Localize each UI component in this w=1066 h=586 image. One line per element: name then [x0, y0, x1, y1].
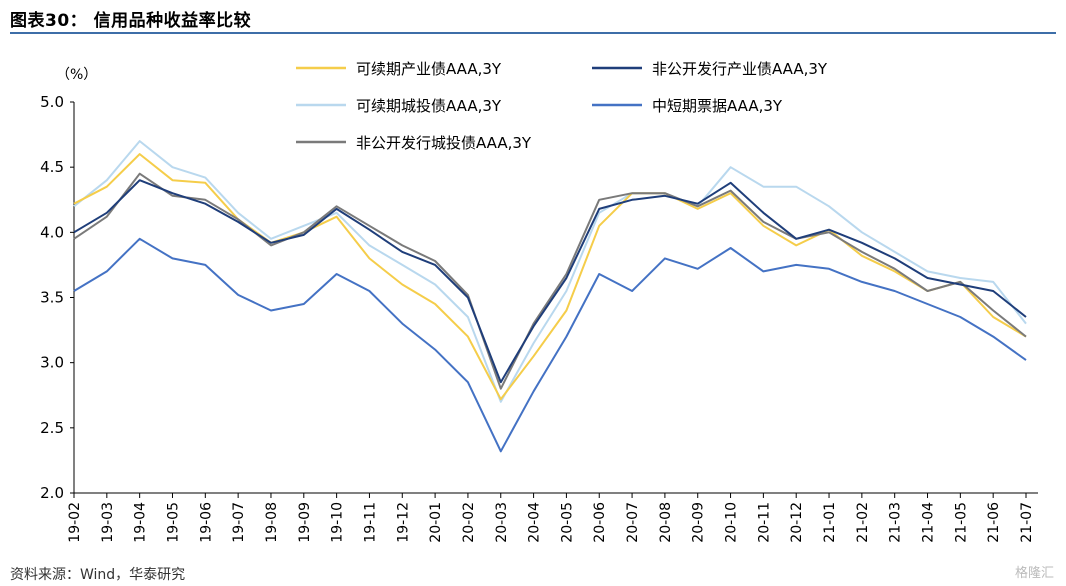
x-tick-label: 19-03 [100, 502, 116, 543]
title-rule [10, 32, 1056, 34]
x-tick-label: 19-04 [133, 502, 149, 543]
axes: 5.0 4.5 4.0 3.5 3.0 2.5 2.019-02 19-03 19-04 19-0… [40, 93, 1038, 543]
series-line-2 [73, 140, 1027, 403]
x-tick-label: 19-12 [395, 502, 411, 543]
x-tick-label: 21-03 [888, 502, 904, 543]
legend-label-3: 中短期票据AAA,3Y [652, 97, 783, 115]
x-tick-label: 20-02 [461, 502, 477, 543]
legend-label-1: 非公开发行产业债AAA,3Y [652, 60, 828, 78]
source-note: 资料来源：Wind，华泰研究 [10, 567, 186, 583]
figure-title: 图表30： 信用品种收益率比较 [10, 11, 252, 31]
x-tick-label: 19-05 [165, 502, 181, 543]
x-tick-label: 20-03 [494, 502, 510, 543]
x-tick-label: 21-05 [953, 502, 969, 543]
x-tick-label: 20-05 [559, 502, 575, 543]
y-tick-label: 5.0 [40, 93, 64, 111]
series-line-4 [73, 172, 1027, 390]
series-lines [73, 140, 1027, 453]
legend-label-0: 可续期产业债AAA,3Y [356, 60, 502, 78]
x-tick-label: 20-04 [527, 502, 543, 543]
x-tick-label: 20-11 [756, 502, 772, 543]
x-tick-label: 20-09 [691, 502, 707, 543]
x-tick-label: 21-02 [855, 502, 871, 543]
x-tick-label: 19-06 [198, 502, 214, 543]
x-tick-label: 20-10 [724, 502, 740, 543]
x-tick-label: 19-10 [330, 502, 346, 543]
x-tick-label: 19-11 [362, 502, 378, 543]
x-tick-label: 20-08 [658, 502, 674, 543]
legend-label-2: 可续期城投债AAA,3Y [356, 97, 502, 115]
x-tick-label: 21-07 [1019, 502, 1035, 543]
y-tick-label: 2.0 [40, 484, 64, 502]
x-tick-label: 21-04 [921, 502, 937, 543]
x-tick-label: 19-09 [297, 502, 313, 543]
y-tick-label: 3.0 [40, 354, 64, 372]
x-tick-label: 20-01 [428, 502, 444, 543]
x-tick-label: 20-06 [592, 502, 608, 543]
y-tick-label: 4.5 [40, 158, 64, 176]
y-tick-label: 2.5 [40, 419, 64, 437]
x-tick-label: 19-07 [231, 502, 247, 543]
x-tick-label: 20-07 [625, 502, 641, 543]
series-line-3 [73, 237, 1027, 453]
x-tick-label: 20-12 [789, 502, 805, 543]
legend: 可续期产业债AAA,3Y 非公开发行产业债AAA,3Y 可续期城投债AAA,3Y 中短… [296, 60, 828, 152]
watermark: 格隆汇 [1014, 566, 1054, 581]
x-tick-label: 19-08 [264, 502, 280, 543]
x-tick-label: 21-06 [986, 502, 1002, 543]
legend-label-4: 非公开发行城投债AAA,3Y [356, 134, 532, 152]
series-line-1 [73, 179, 1027, 384]
x-tick-label: 21-01 [822, 502, 838, 543]
y-axis-label: （%） [56, 67, 97, 83]
series-line-0 [73, 153, 1027, 401]
x-tick-label: 19-02 [67, 502, 83, 543]
y-tick-label: 4.0 [40, 223, 64, 241]
y-tick-label: 3.5 [40, 289, 64, 307]
